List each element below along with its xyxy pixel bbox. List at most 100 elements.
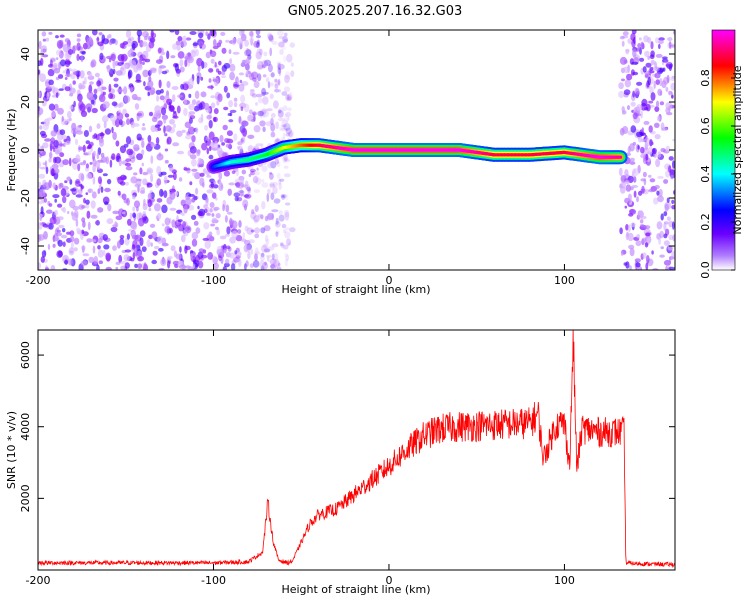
noise-blob — [58, 183, 62, 190]
noise-blob — [173, 110, 177, 114]
noise-blob — [196, 57, 203, 67]
noise-blob — [73, 100, 76, 108]
y-tick-label: -40 — [19, 237, 32, 255]
noise-blob — [238, 258, 242, 267]
noise-blob — [619, 56, 628, 65]
noise-blob — [658, 188, 663, 197]
noise-blob — [228, 100, 234, 108]
noise-blob — [663, 221, 669, 225]
noise-blob — [155, 59, 163, 64]
noise-blob — [133, 144, 140, 152]
x-tick-label: -200 — [26, 274, 51, 287]
noise-blob — [136, 153, 143, 161]
noise-blob — [621, 78, 625, 82]
noise-blob — [42, 38, 47, 42]
noise-blob — [141, 140, 145, 149]
noise-blob — [195, 187, 199, 195]
noise-blob — [254, 227, 261, 234]
noise-blob — [218, 171, 223, 180]
noise-blob — [61, 115, 64, 122]
noise-blob — [206, 175, 212, 178]
noise-blob — [199, 172, 205, 177]
noise-blob — [283, 123, 291, 131]
noise-blob — [267, 82, 275, 87]
noise-blob — [172, 142, 180, 147]
noise-blob — [129, 60, 137, 69]
noise-blob — [672, 138, 675, 142]
noise-blob — [259, 109, 267, 117]
noise-blob — [633, 36, 636, 45]
noise-blob — [60, 188, 67, 197]
noise-blob — [256, 48, 262, 54]
noise-blob — [56, 133, 64, 141]
noise-blob — [198, 102, 203, 111]
noise-blob — [282, 132, 286, 139]
noise-blob — [241, 120, 249, 127]
noise-blob — [252, 171, 260, 176]
noise-blob — [180, 234, 186, 243]
noise-blob — [639, 57, 645, 62]
noise-blob — [126, 197, 130, 206]
noise-blob — [156, 178, 162, 186]
noise-blob — [262, 126, 266, 132]
noise-blob — [38, 143, 41, 147]
noise-blob — [208, 131, 215, 141]
noise-blob — [278, 68, 282, 77]
noise-blob — [40, 206, 44, 215]
noise-blob — [655, 37, 660, 44]
noise-blob — [96, 123, 101, 129]
noise-blob — [640, 219, 644, 224]
spectrogram-noise-layer — [38, 30, 675, 270]
noise-blob — [666, 197, 670, 203]
noise-blob — [253, 215, 260, 223]
noise-blob — [269, 182, 275, 187]
noise-blob — [109, 159, 113, 168]
noise-blob — [207, 33, 211, 40]
noise-blob — [631, 30, 637, 35]
noise-blob — [156, 198, 163, 203]
noise-blob — [221, 75, 227, 78]
noise-blob — [42, 142, 49, 149]
noise-blob — [155, 89, 162, 95]
noise-blob — [247, 134, 255, 139]
noise-blob — [64, 140, 71, 145]
noise-blob — [79, 70, 85, 79]
noise-blob — [216, 228, 221, 236]
noise-blob — [276, 172, 281, 180]
noise-blob — [52, 62, 58, 68]
noise-blob — [214, 77, 219, 87]
noise-blob — [238, 72, 245, 76]
noise-blob — [222, 266, 227, 270]
noise-blob — [665, 170, 670, 178]
noise-blob — [163, 116, 167, 124]
noise-blob — [176, 130, 183, 137]
noise-blob — [90, 99, 95, 105]
x-tick-label: 100 — [554, 574, 575, 587]
noise-blob — [121, 61, 125, 65]
noise-blob — [650, 59, 655, 66]
noise-blob — [164, 148, 169, 152]
noise-blob — [156, 109, 161, 113]
noise-blob — [243, 244, 249, 253]
noise-blob — [635, 262, 641, 268]
noise-blob — [57, 107, 64, 115]
noise-blob — [207, 252, 214, 260]
noise-blob — [639, 47, 642, 55]
noise-blob — [265, 121, 272, 127]
noise-blob — [286, 53, 293, 63]
noise-blob — [163, 175, 168, 185]
noise-blob — [102, 249, 106, 256]
noise-blob — [283, 55, 287, 63]
noise-blob — [124, 249, 132, 253]
noise-blob — [122, 175, 127, 180]
noise-blob — [629, 186, 634, 191]
noise-blob — [160, 107, 167, 116]
noise-blob — [81, 205, 85, 209]
noise-blob — [108, 34, 112, 39]
noise-blob — [278, 210, 284, 215]
noise-blob — [247, 70, 251, 75]
noise-blob — [123, 254, 130, 262]
noise-blob — [78, 82, 83, 90]
noise-blob — [156, 95, 160, 102]
noise-blob — [658, 39, 664, 45]
